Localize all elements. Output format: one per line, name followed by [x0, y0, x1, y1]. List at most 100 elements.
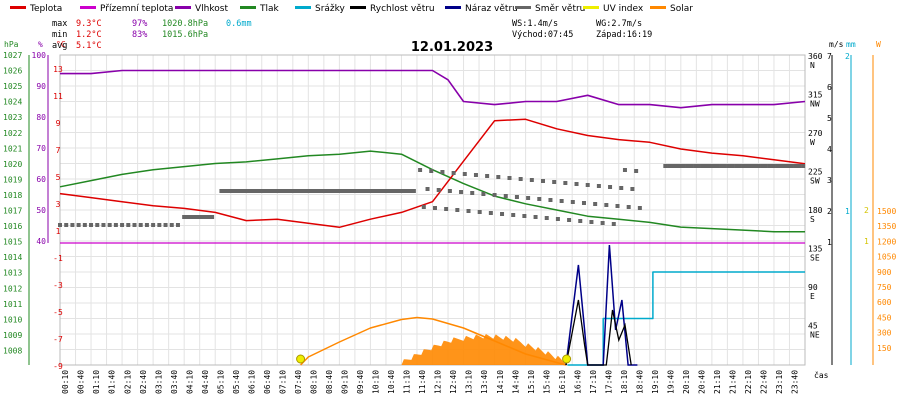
wind-dir-dot — [352, 189, 357, 193]
wind-dir-dot — [278, 189, 283, 193]
x-tick-label: 18:40 — [635, 370, 644, 394]
wind-dir-dot — [82, 223, 87, 227]
press-tick-label: 1010 — [3, 315, 22, 324]
hum-axis-unit: % — [38, 40, 43, 49]
wind-dir-dot — [748, 164, 753, 168]
wind-dir-dot — [210, 215, 215, 219]
dir-name-label: SE — [810, 254, 820, 263]
temp-tick-label: 11 — [53, 92, 63, 101]
rain-tick-label: 1 — [845, 207, 850, 216]
wind-dir-dot — [485, 174, 490, 178]
wind-dir-dot — [191, 215, 196, 219]
wind-dir-dot — [440, 170, 445, 174]
legend-swatch — [350, 6, 366, 9]
wind-axis-unit: m/s — [829, 40, 844, 49]
solar-tick-label: 450 — [877, 313, 892, 322]
x-tick-label: 17:40 — [604, 370, 613, 394]
wind-dir-dot — [622, 168, 627, 172]
wind-dir-dot — [182, 215, 187, 219]
x-tick-label: 15:10 — [527, 370, 536, 394]
x-tick-label: 22:40 — [760, 370, 769, 394]
solar-tick-label: 1050 — [877, 253, 896, 262]
humidity-line — [60, 69, 806, 109]
legend-swatch — [175, 6, 191, 9]
wind-dir-dot — [234, 189, 239, 193]
wind-dir-dot — [522, 214, 527, 218]
wind-dir-dot — [238, 189, 243, 193]
wind-dir-dot — [518, 177, 523, 181]
wind-dir-dot — [380, 189, 385, 193]
rain-axis-unit: mm — [846, 40, 856, 49]
hum-tick-label: 80 — [36, 113, 46, 122]
wind-dir-dot — [396, 189, 401, 193]
wind-dir-dot — [256, 189, 261, 193]
temp-tick-label: -1 — [53, 254, 63, 263]
wind-dir-dot — [630, 187, 635, 191]
press-tick-label: 1018 — [3, 191, 22, 200]
wind-dir-dot — [786, 164, 791, 168]
x-tick-label: 17:10 — [589, 370, 598, 394]
temp-tick-label: -5 — [53, 308, 63, 317]
wind-dir-dot — [343, 189, 348, 193]
wind-dir-dot — [70, 223, 75, 227]
wind-dir-dot — [737, 164, 742, 168]
hum-tick-label: 60 — [36, 175, 46, 184]
temp-axis-unit: °C — [56, 40, 66, 49]
wind-dir-dot — [405, 189, 410, 193]
legend-label: Náraz větru — [465, 4, 518, 14]
wind-dir-dot — [634, 169, 639, 173]
press-tick-label: 1014 — [3, 253, 22, 262]
solar-tick-label: 1350 — [877, 222, 896, 231]
wind-dir-dot — [663, 164, 668, 168]
wind-dir-dot — [537, 197, 542, 201]
axes: hPa% °C1027102610251024102310221021102010… — [3, 40, 896, 394]
wind-dir-dot — [447, 189, 452, 193]
wind-dir-dot — [390, 189, 395, 193]
wind-dir-dot — [126, 223, 131, 227]
wind-dir-dot — [451, 171, 456, 175]
wind-dir-dot — [570, 200, 575, 204]
wind-dir-dot — [722, 164, 727, 168]
legend-swatch — [583, 6, 599, 9]
area-layer — [401, 334, 566, 365]
uv-tick-label: 2 — [864, 206, 869, 215]
x-tick-label: 02:40 — [139, 370, 148, 394]
wind-dir-dot — [253, 189, 258, 193]
x-tick-label: 16:10 — [558, 370, 567, 394]
press-tick-label: 1017 — [3, 207, 22, 216]
chart-title: 12.01.2023 — [411, 40, 493, 55]
press-tick-label: 1011 — [3, 300, 22, 309]
x-tick-label: 00:40 — [77, 370, 86, 394]
wind-dir-dot — [297, 189, 302, 193]
wind-dir-dot — [265, 189, 270, 193]
wind-dir-dot — [157, 223, 162, 227]
x-tick-label: 04:10 — [185, 370, 194, 394]
wind-tick-label: 2 — [827, 207, 832, 216]
wind-dir-dot — [685, 164, 690, 168]
x-tick-label: 11:10 — [403, 370, 412, 394]
wind-dir-dot — [188, 215, 193, 219]
wind-dir-dot — [529, 178, 534, 182]
wind-dir-dot — [425, 187, 430, 191]
dir-tick-label: 315 — [808, 91, 823, 100]
wind-dir-dot — [496, 175, 501, 179]
wind-dir-dot — [359, 189, 364, 193]
wind-dir-dot — [470, 191, 475, 195]
wind-dir-dot — [756, 164, 761, 168]
stats-max-press: 1020.8hPa — [162, 19, 208, 29]
stats-block: max 9.3°C 97% 1020.8hPa 0.6mm min 1.2°C … — [52, 19, 652, 51]
wind-dir-dot — [473, 173, 478, 177]
wind-dir-dot — [408, 189, 413, 193]
wind-dir-dot — [250, 189, 255, 193]
wind-dir-dot — [346, 189, 351, 193]
wind-dir-dot — [637, 206, 642, 210]
wind-dir-dot — [312, 189, 317, 193]
wind-dir-dot — [185, 215, 190, 219]
wind-dir-dot — [169, 223, 174, 227]
wind-dir-dot — [563, 181, 568, 185]
press-tick-label: 1026 — [3, 67, 22, 76]
wind-dir-dot — [219, 189, 224, 193]
wind-dir-dot — [711, 164, 716, 168]
wind-dir-dot — [615, 204, 620, 208]
